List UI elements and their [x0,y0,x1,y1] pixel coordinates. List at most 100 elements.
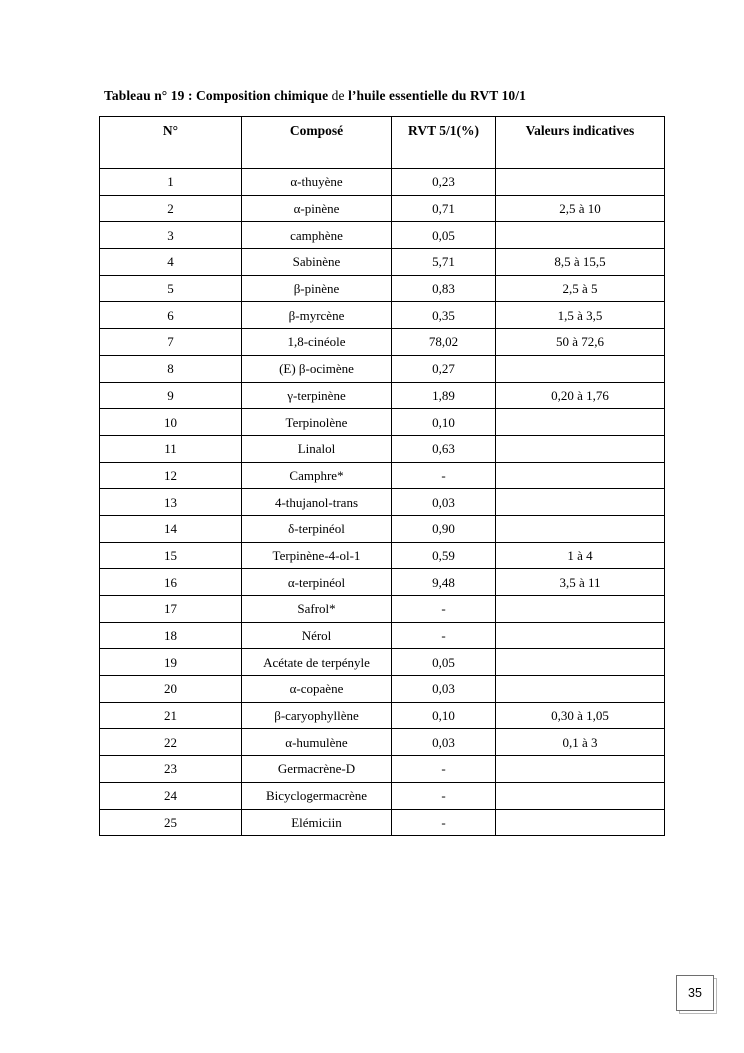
cell-compound: α-thuyène [241,168,392,196]
column-header-indicative: Valeurs indicatives [495,116,665,169]
cell-compound: Terpinolène [241,408,392,436]
table-row: 10 Terpinolène 0,10 [99,408,665,436]
cell-num: 25 [99,808,242,837]
cell-indicative [495,755,665,783]
page-number-badge: 35 [676,975,717,1014]
cell-indicative: 50 à 72,6 [495,328,665,356]
cell-indicative: 2,5 à 10 [495,194,665,223]
column-header-compound: Composé [241,116,392,169]
cell-indicative: 0,30 à 1,05 [495,701,665,730]
cell-compound: (E) β-ocimène [241,354,392,383]
cell-indicative [495,675,665,703]
cell-rvt: 9,48 [391,568,496,596]
cell-compound: Elémiciin [241,808,392,837]
cell-indicative: 1 à 4 [495,541,665,570]
composition-table-container: N° Composé RVT 5/1(%) Valeurs indicative… [99,116,665,837]
caption-regular-mid: de [328,88,349,103]
cell-rvt: 0,03 [391,728,496,757]
cell-compound: Sabinène [241,248,392,276]
table-body: 1 α-thuyène 0,23 2 α-pinène 0,71 2,5 à 10 3 camp… [99,168,665,837]
cell-num: 2 [99,194,242,223]
cell-rvt: - [391,781,496,810]
cell-compound: 4-thujanol-trans [241,488,392,516]
column-header-num: N° [99,116,242,169]
cell-num: 1 [99,168,242,196]
column-header-rvt: RVT 5/1(%) [391,116,496,169]
composition-table: N° Composé RVT 5/1(%) Valeurs indicative… [99,116,665,837]
cell-num: 4 [99,248,242,276]
cell-indicative [495,648,665,677]
cell-indicative: 8,5 à 15,5 [495,248,665,276]
cell-compound: α-pinène [241,194,392,223]
cell-num: 10 [99,408,242,436]
cell-num: 5 [99,274,242,303]
table-row: 13 4-thujanol-trans 0,03 [99,488,665,516]
cell-compound: α-terpinéol [241,568,392,596]
cell-indicative [495,168,665,196]
cell-rvt: - [391,755,496,783]
cell-compound: 1,8-cinéole [241,328,392,356]
cell-rvt: - [391,808,496,837]
cell-rvt: 0,10 [391,408,496,436]
cell-compound: β-caryophyllène [241,701,392,730]
cell-num: 14 [99,514,242,543]
cell-rvt: 0,03 [391,675,496,703]
cell-num: 24 [99,781,242,810]
table-row: 17 Safrol* - [99,595,665,623]
cell-rvt: 0,59 [391,541,496,570]
cell-indicative [495,781,665,810]
table-row: 8 (E) β-ocimène 0,27 [99,354,665,383]
cell-indicative [495,221,665,250]
cell-indicative [495,514,665,543]
cell-num: 16 [99,568,242,596]
page-number-box: 35 [676,975,714,1011]
cell-compound: γ-terpinène [241,381,392,410]
table-header-row: N° Composé RVT 5/1(%) Valeurs indicative… [99,116,665,169]
table-row: 1 α-thuyène 0,23 [99,168,665,196]
cell-num: 22 [99,728,242,757]
cell-compound: δ-terpinéol [241,514,392,543]
cell-compound: Camphre* [241,461,392,490]
caption-bold-lead: Tableau n° 19 : Composition chimique [104,88,329,103]
cell-indicative [495,595,665,623]
table-row: 25 Elémiciin - [99,808,665,837]
cell-rvt: 0,05 [391,221,496,250]
cell-compound: camphène [241,221,392,250]
table-row: 5 β-pinène 0,83 2,5 à 5 [99,274,665,303]
cell-num: 19 [99,648,242,677]
cell-num: 23 [99,755,242,783]
cell-compound: Terpinène-4-ol-1 [241,541,392,570]
cell-compound: Germacrène-D [241,755,392,783]
cell-rvt: 78,02 [391,328,496,356]
cell-rvt: 0,71 [391,194,496,223]
cell-rvt: 5,71 [391,248,496,276]
cell-num: 13 [99,488,242,516]
cell-rvt: 0,27 [391,354,496,383]
table-row: 19 Acétate de terpényle 0,05 [99,648,665,677]
cell-indicative [495,808,665,837]
cell-compound: β-myrcène [241,301,392,330]
cell-rvt: 0,05 [391,648,496,677]
cell-compound: Linalol [241,434,392,463]
table-row: 2 α-pinène 0,71 2,5 à 10 [99,194,665,223]
cell-rvt: - [391,621,496,650]
cell-indicative [495,434,665,463]
table-row: 24 Bicyclogermacrène - [99,781,665,810]
table-row: 14 δ-terpinéol 0,90 [99,514,665,543]
cell-rvt: 0,83 [391,274,496,303]
cell-compound: α-humulène [241,728,392,757]
cell-indicative [495,621,665,650]
cell-num: 21 [99,701,242,730]
cell-rvt: 0,10 [391,701,496,730]
cell-indicative: 2,5 à 5 [495,274,665,303]
table-row: 16 α-terpinéol 9,48 3,5 à 11 [99,568,665,596]
table-row: 12 Camphre* - [99,461,665,490]
cell-num: 8 [99,354,242,383]
table-row: 22 α-humulène 0,03 0,1 à 3 [99,728,665,757]
cell-indicative [495,488,665,516]
cell-indicative: 0,20 à 1,76 [495,381,665,410]
cell-rvt: - [391,461,496,490]
cell-num: 17 [99,595,242,623]
cell-indicative [495,354,665,383]
